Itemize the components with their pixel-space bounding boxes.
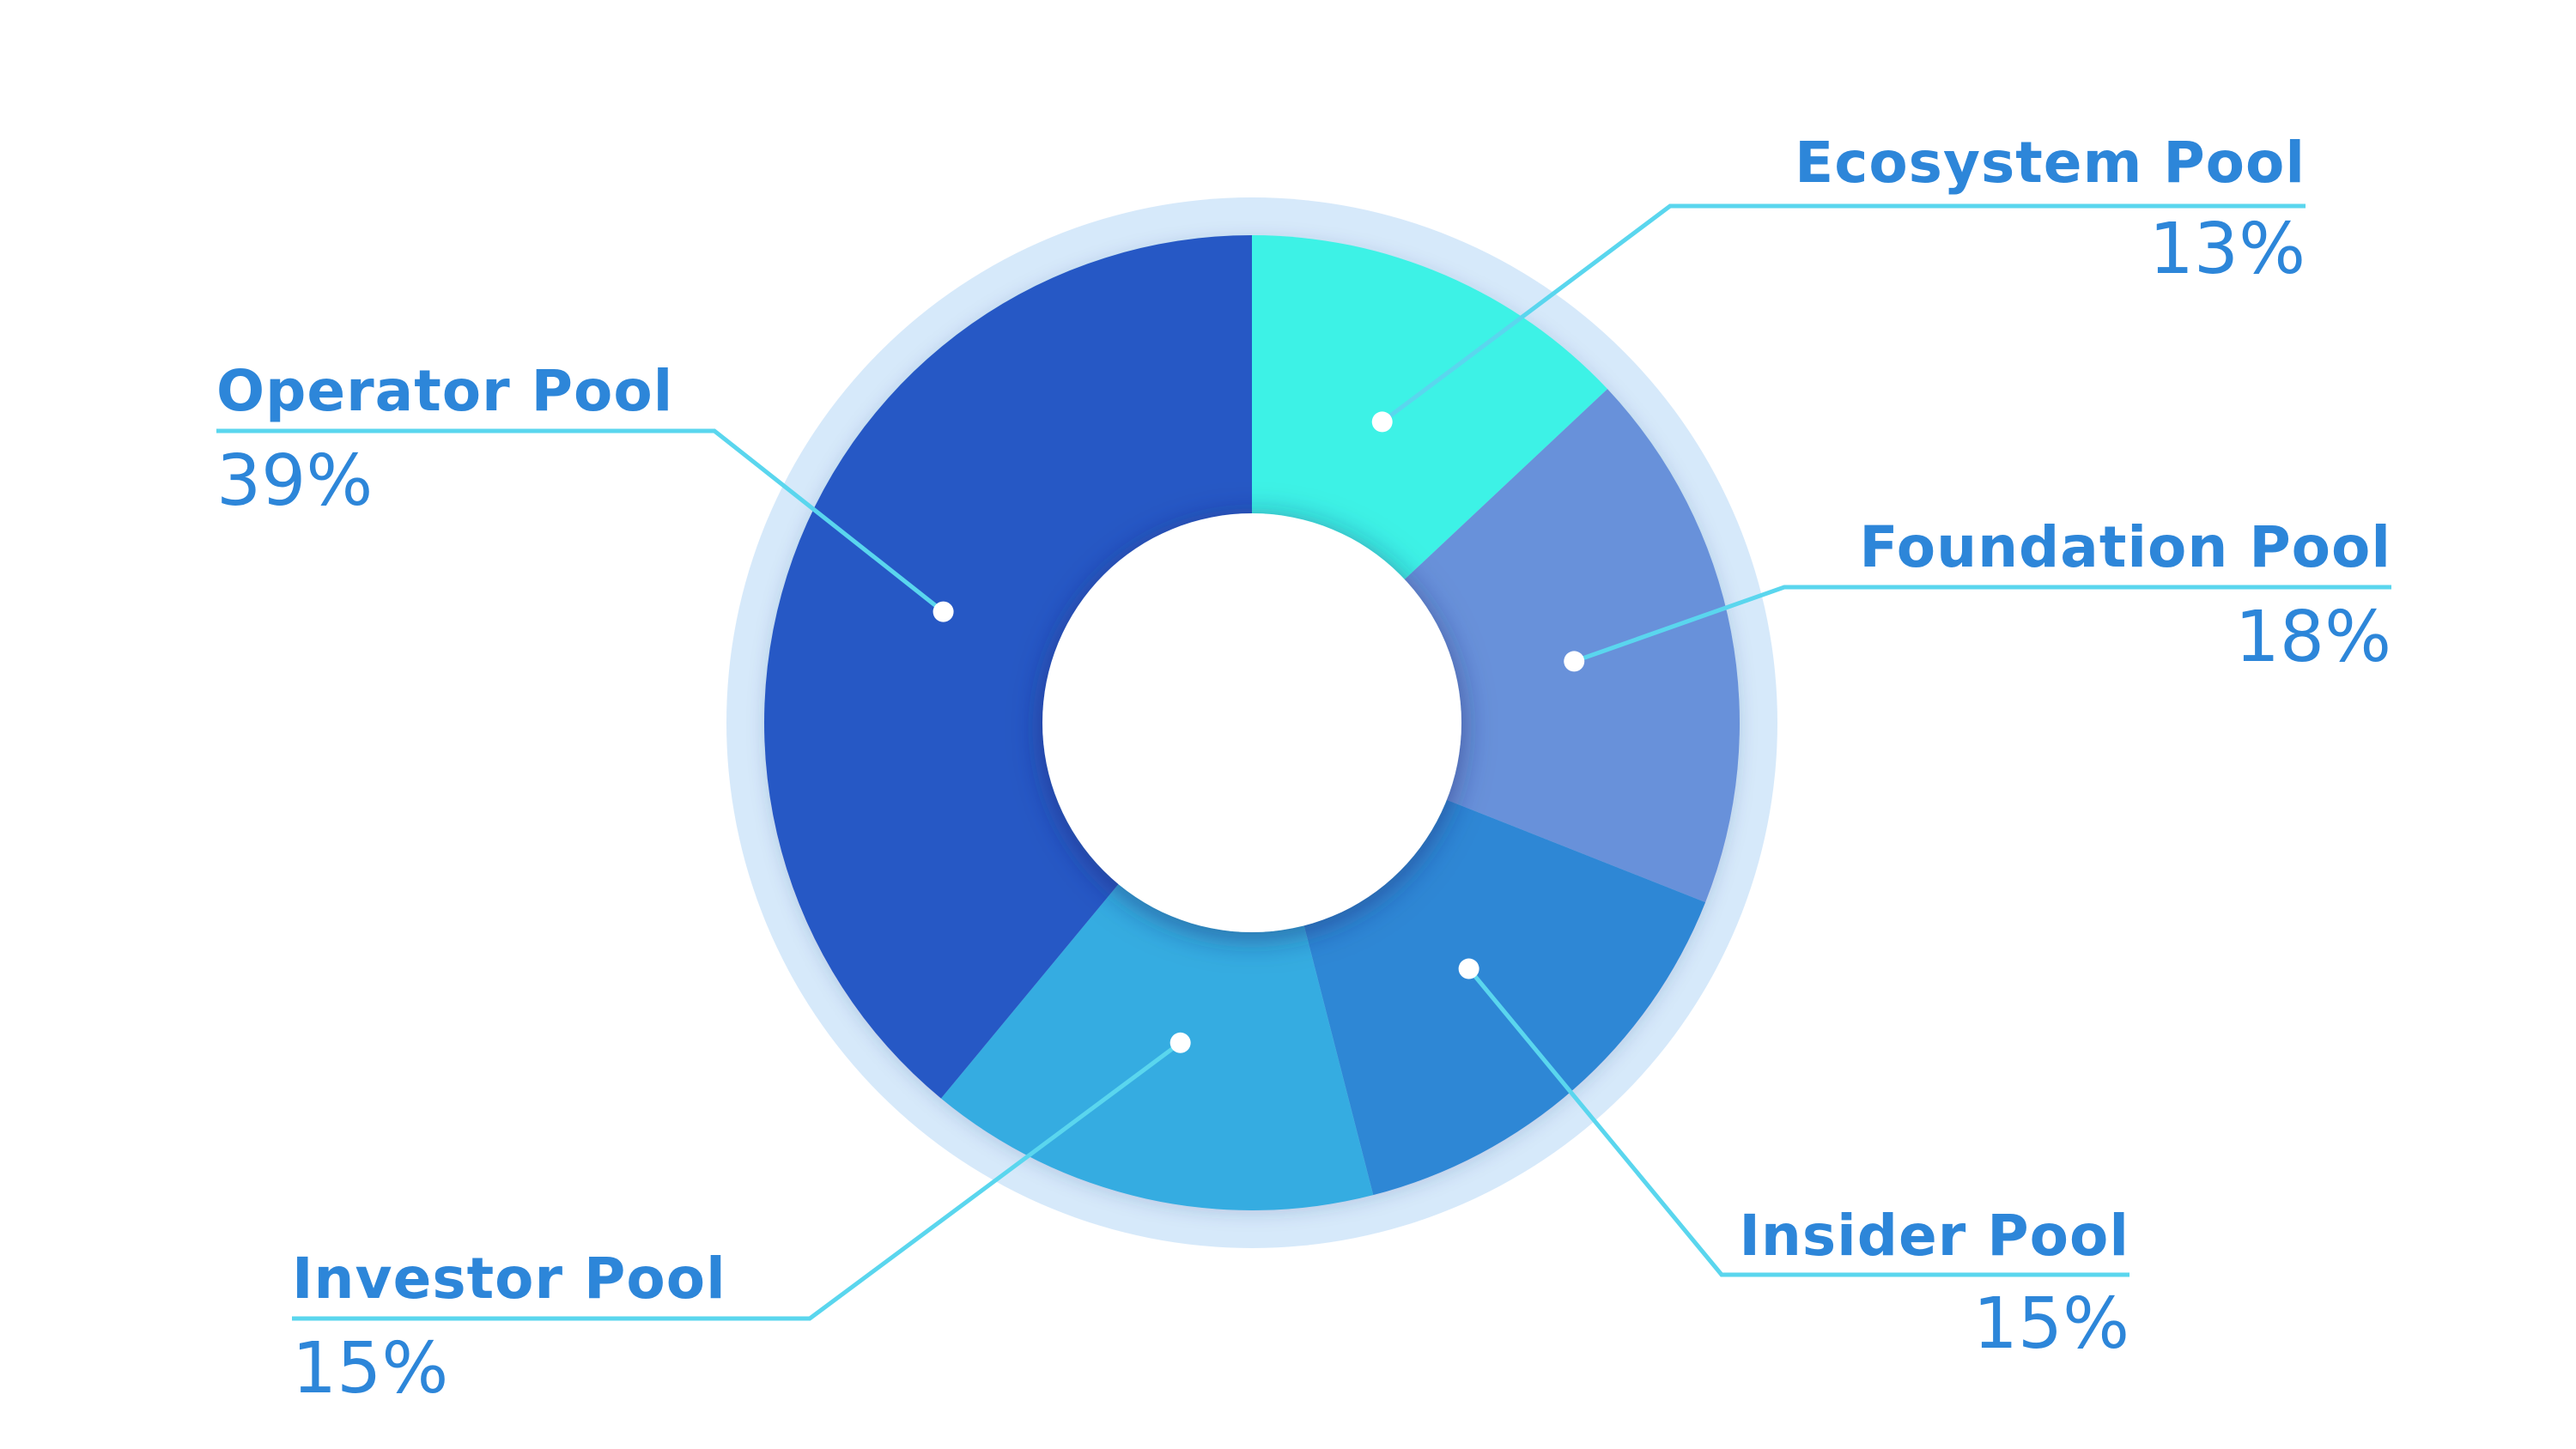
slice-labels: Ecosystem Pool 13% Foundation Pool 18% Insid…	[216, 130, 2391, 1410]
value-insider-pool: 15%	[1973, 1283, 2129, 1365]
label-ecosystem-pool: Ecosystem Pool	[1795, 130, 2306, 196]
slice-marker-investor-pool	[1170, 1032, 1191, 1053]
value-investor-pool: 15%	[292, 1328, 448, 1410]
slice-foundation-pool	[1252, 389, 1740, 903]
label-investor-pool: Investor Pool	[292, 1246, 726, 1312]
leader-line-operator-pool	[216, 428, 945, 614]
leader-line-ecosystem-pool	[1381, 203, 2306, 424]
value-operator-pool: 39%	[216, 440, 373, 522]
value-ecosystem-pool: 13%	[2149, 209, 2306, 290]
leader-line-foundation-pool	[1573, 585, 2391, 664]
label-foundation-pool: Foundation Pool	[1859, 514, 2391, 580]
slice-marker-operator-pool	[933, 601, 954, 622]
label-insider-pool: Insider Pool	[1739, 1203, 2129, 1269]
value-foundation-pool: 18%	[2235, 597, 2391, 678]
donut-hole	[1042, 513, 1461, 932]
leader-lines	[216, 203, 2391, 1321]
leader-line-investor-pool	[292, 1040, 1182, 1321]
slice-marker-insider-pool	[1458, 958, 1479, 979]
slice-operator-pool	[764, 234, 1252, 1099]
leader-line-insider-pool	[1467, 967, 2129, 1277]
slice-marker-ecosystem-pool	[1371, 411, 1393, 433]
label-operator-pool: Operator Pool	[216, 358, 673, 424]
slice-marker-foundation-pool	[1564, 651, 1585, 672]
